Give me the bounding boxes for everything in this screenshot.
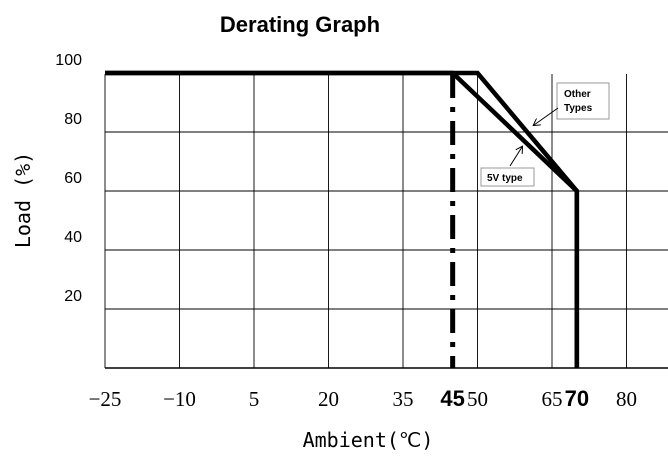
x-tick-label: 45 bbox=[440, 386, 464, 411]
annotation-box-5v-type bbox=[480, 167, 535, 187]
y-tick-label: 60 bbox=[64, 170, 82, 187]
y-tick-label: 80 bbox=[64, 111, 82, 128]
x-tick-label: 80 bbox=[616, 387, 637, 411]
annotation-box-other-types bbox=[556, 82, 610, 120]
x-tick-label: −10 bbox=[163, 387, 196, 411]
series-line bbox=[105, 70, 580, 368]
y-tick-label: 100 bbox=[55, 52, 82, 69]
x-axis-label: Ambient(℃) bbox=[303, 428, 434, 452]
x-tick-labels: −25 −10 5 20 35 45 50 65 70 80 bbox=[89, 386, 637, 411]
annotation-text-other-types: Types bbox=[564, 103, 593, 114]
x-tick-label: 5 bbox=[249, 387, 260, 411]
x-tick-label: −25 bbox=[89, 387, 122, 411]
x-tick-label: 65 bbox=[542, 387, 563, 411]
series-line bbox=[105, 70, 580, 368]
annotations: Other Types 5V type bbox=[480, 82, 610, 187]
y-tick-label: 20 bbox=[64, 288, 82, 305]
y-tick-labels: 20 40 60 80 100 bbox=[55, 52, 82, 305]
y-axis-label: Load (%) bbox=[11, 152, 35, 248]
annotation-arrow-5v-type bbox=[509, 147, 522, 167]
x-tick-label: 35 bbox=[393, 387, 414, 411]
series-lines bbox=[105, 70, 580, 368]
annotation-text-5v-type: 5V type bbox=[487, 173, 523, 184]
x-tick-label: 70 bbox=[565, 386, 589, 411]
chart-title: Derating Graph bbox=[220, 12, 380, 37]
x-tick-label: 50 bbox=[467, 387, 488, 411]
x-tick-label: 20 bbox=[318, 387, 339, 411]
y-tick-label: 40 bbox=[64, 229, 82, 246]
annotation-text-other-types: Other bbox=[564, 89, 591, 100]
grid bbox=[104, 74, 668, 369]
annotation-arrow-other-types bbox=[534, 107, 559, 125]
